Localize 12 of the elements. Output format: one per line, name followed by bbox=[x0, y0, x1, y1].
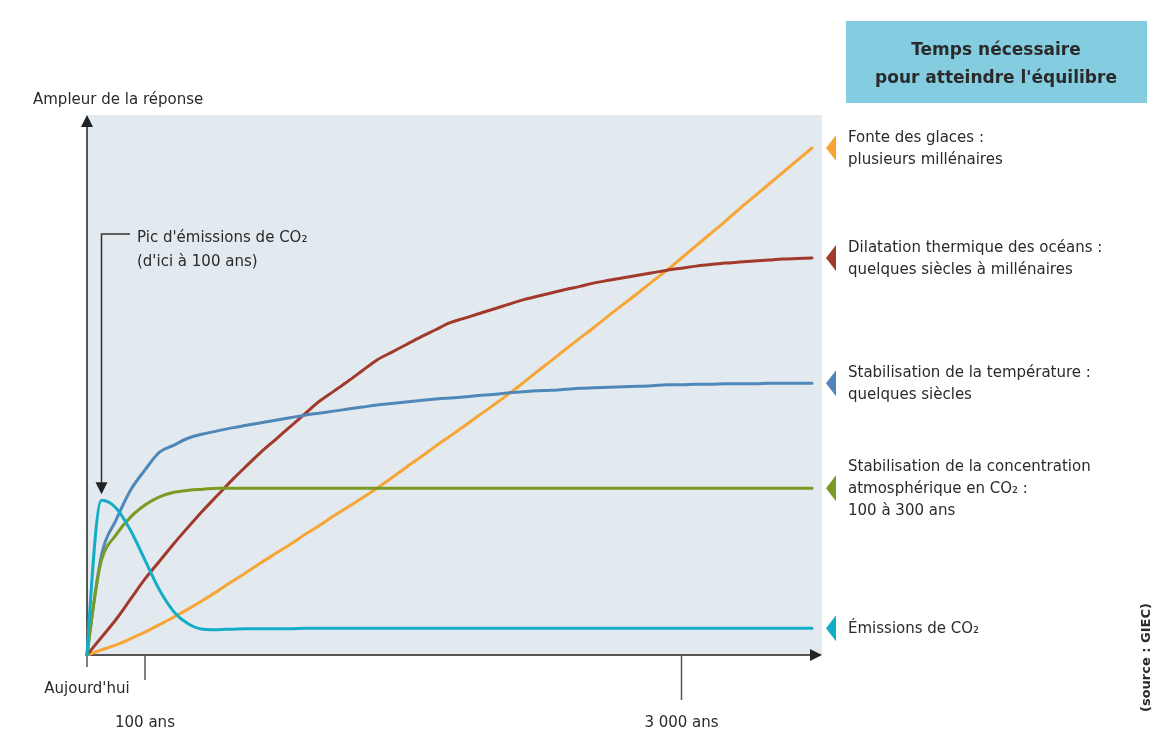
legend-label: Fonte des glaces : plusieurs millénaires bbox=[848, 128, 1003, 168]
x-tick-label: 3 000 ans bbox=[644, 713, 719, 731]
legend-label: Émissions de CO₂ bbox=[848, 618, 980, 638]
legend-label: Stabilisation de la température : quelques siècles bbox=[848, 363, 1091, 404]
text: Temps nécessaire pour atteindre l'équilibre bbox=[875, 39, 1117, 87]
legend-label: Dilatation thermique des océans : quelques siècles à millénaires bbox=[848, 238, 1103, 279]
x-tick-label: 100 ans bbox=[115, 713, 176, 731]
y-axis-title: Ampleur de la réponse bbox=[33, 90, 204, 108]
legend-label: Stabilisation de la concentration atmosphérique en CO₂ : 100 à 300 ans bbox=[848, 457, 1091, 520]
x-tick-label: Aujourd'hui bbox=[44, 679, 130, 697]
annotation: Pic d'émissions de CO₂ (d'ici à 100 ans) bbox=[137, 228, 308, 270]
text: (source : GIEC) bbox=[1138, 603, 1153, 712]
